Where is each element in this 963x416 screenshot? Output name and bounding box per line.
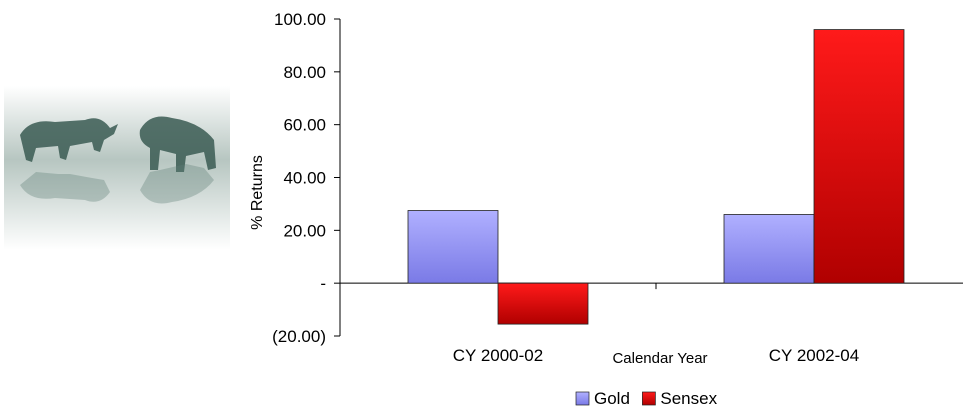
x-tick-label: CY 2000-02	[453, 346, 543, 365]
legend-label-sensex: Sensex	[660, 389, 717, 408]
y-tick-label: -	[320, 274, 326, 293]
y-axis-title: % Returns	[249, 155, 266, 230]
legend: Gold Sensex	[575, 389, 718, 408]
y-tick-label: 20.00	[283, 221, 326, 240]
y-tick-label: 80.00	[283, 63, 326, 82]
plot-area: (20.00) - 20.00 40.00 60.00 80.00 100.00 CY 200…	[249, 10, 963, 367]
bar-gold-2	[723, 214, 815, 284]
x-axis-title: Calendar Year	[612, 350, 707, 367]
bull-and-bear-illustration	[4, 86, 230, 250]
y-tick-label: (20.00)	[272, 327, 326, 346]
legend-label-gold: Gold	[594, 389, 630, 408]
legend-swatch-gold	[575, 391, 590, 406]
x-tick-label: CY 2002-04	[769, 346, 859, 365]
y-tick-label: 40.00	[283, 169, 326, 188]
legend-swatch-sensex	[642, 391, 656, 406]
bar-sensex-1	[497, 282, 589, 325]
bar-sensex-2	[813, 29, 905, 284]
bar-gold-1	[407, 210, 499, 284]
y-tick-label: 100.00	[274, 10, 326, 29]
y-tick-label: 60.00	[283, 116, 326, 135]
